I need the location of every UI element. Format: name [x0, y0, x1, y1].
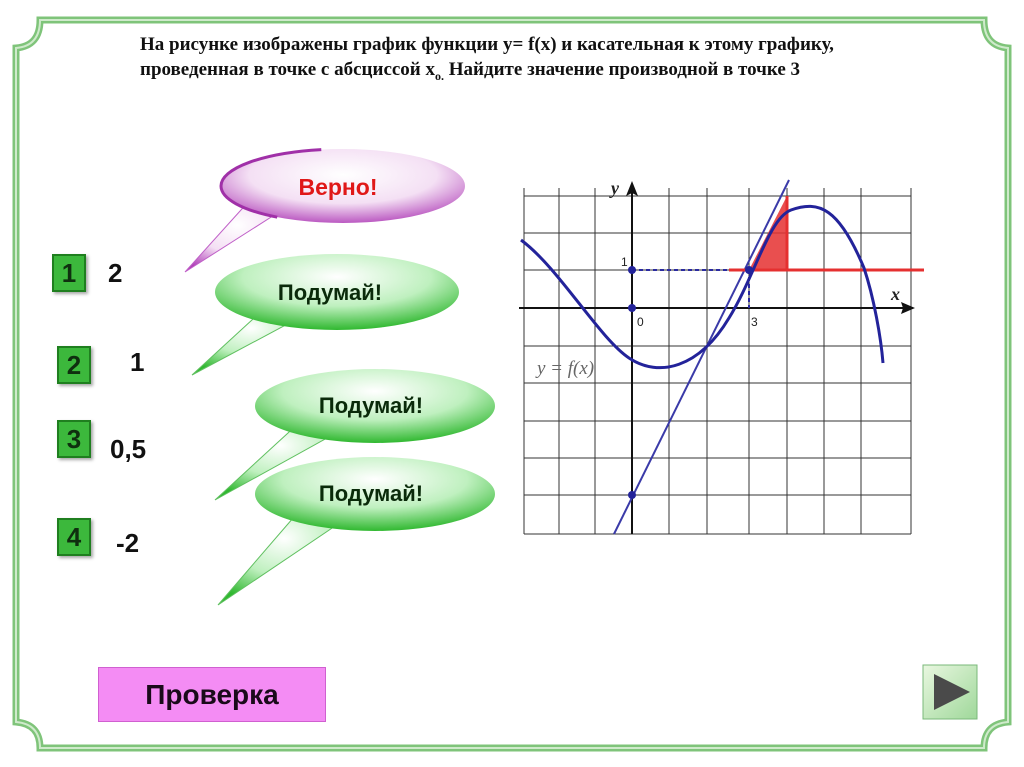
answer-button-2[interactable]: 2	[57, 346, 91, 384]
play-arrow-icon[interactable]	[922, 664, 978, 720]
graph-grid	[523, 188, 912, 535]
feedback-correct-label: Верно!	[298, 174, 378, 200]
bubble-think-1	[191, 254, 459, 376]
tick-label-origin: 0	[637, 315, 644, 329]
question-subscript: о.	[435, 68, 445, 83]
function-curve	[520, 205, 885, 370]
bubble-think-3	[217, 457, 495, 606]
answer-value-2: 1	[130, 347, 145, 377]
tick-label-one: 1	[621, 255, 628, 269]
bubble-correct	[184, 147, 467, 273]
point-tangency	[745, 266, 753, 274]
answer-button-3[interactable]: 3	[57, 420, 91, 458]
check-button[interactable]: Проверка	[98, 667, 326, 722]
point-y-intercept	[628, 491, 636, 499]
answer-button-1[interactable]: 1	[52, 254, 86, 292]
feedback-think-label-1: Подумай!	[277, 280, 383, 305]
tangent-line	[613, 179, 790, 535]
feedback-think-label-3: Подумай!	[318, 481, 424, 506]
bubble-think-2	[214, 369, 495, 501]
point-y-one	[628, 266, 636, 274]
tick-label-three: 3	[751, 315, 758, 329]
question-text: На рисунке изображены график функции y= …	[140, 34, 834, 83]
function-label: y = f(x)	[535, 358, 594, 379]
tangent-triangle	[749, 196, 787, 270]
function-graph: y x 1 0 3 y = f(x)	[519, 178, 924, 535]
y-axis-label: y	[609, 178, 620, 198]
point-origin	[628, 304, 636, 312]
feedback-think-label-2: Подумай!	[318, 393, 424, 418]
x-axis-arrow-icon	[901, 302, 915, 314]
answer-value-4: -2	[116, 528, 140, 558]
answer-value-1: 2	[108, 258, 123, 288]
answer-value-3: 0,5	[110, 434, 147, 464]
answer-button-4[interactable]: 4	[57, 518, 91, 556]
x-axis-label: x	[890, 284, 900, 304]
y-axis-arrow-icon	[626, 181, 638, 196]
